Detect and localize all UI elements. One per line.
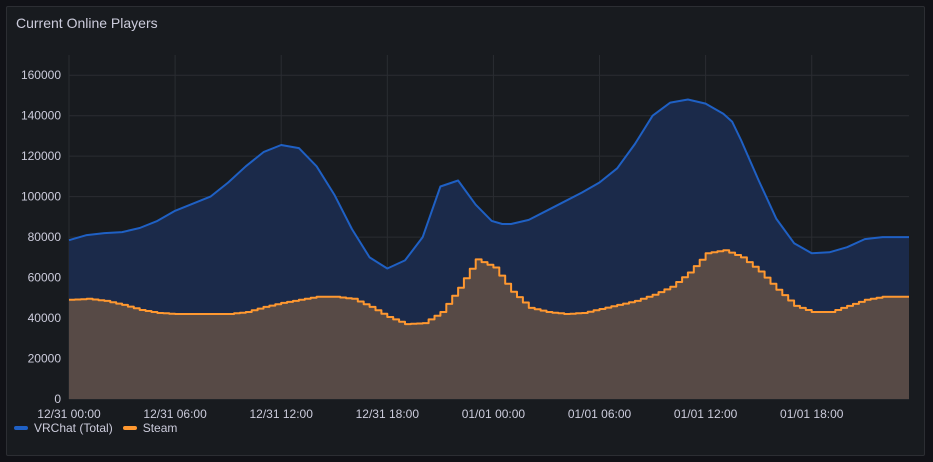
x-tick-label: 01/01 18:00 xyxy=(780,407,844,421)
y-tick-label: 20000 xyxy=(28,352,62,366)
legend-label: Steam xyxy=(142,421,178,435)
x-tick-label: 01/01 12:00 xyxy=(674,407,738,421)
y-tick-label: 100000 xyxy=(21,190,61,204)
y-tick-label: 40000 xyxy=(28,311,62,325)
legend: VRChat (Total) Steam xyxy=(14,421,177,435)
legend-swatch xyxy=(14,426,28,430)
x-tick-label: 01/01 06:00 xyxy=(568,407,632,421)
legend-swatch xyxy=(122,426,137,430)
x-tick-label: 12/31 06:00 xyxy=(143,407,207,421)
steam-series-line xyxy=(69,249,909,326)
y-tick-label: 0 xyxy=(54,392,61,406)
vrchat-total-series-line xyxy=(68,98,909,270)
legend-item[interactable]: Steam xyxy=(122,421,178,435)
y-tick-label: 120000 xyxy=(21,149,61,163)
x-tick-label: 12/31 00:00 xyxy=(37,407,101,421)
y-tick-label: 140000 xyxy=(21,109,61,123)
y-tick-label: 160000 xyxy=(21,68,61,82)
x-tick-label: 12/31 18:00 xyxy=(356,407,420,421)
legend-item[interactable]: VRChat (Total) xyxy=(14,421,113,435)
x-tick-label: 12/31 12:00 xyxy=(250,407,314,421)
x-tick-label: 01/01 00:00 xyxy=(462,407,526,421)
steam-series-area xyxy=(69,250,909,399)
y-tick-label: 80000 xyxy=(28,230,62,244)
legend-label: VRChat (Total) xyxy=(34,421,113,435)
y-tick-label: 60000 xyxy=(28,271,62,285)
panel-title: Current Online Players xyxy=(16,15,158,31)
